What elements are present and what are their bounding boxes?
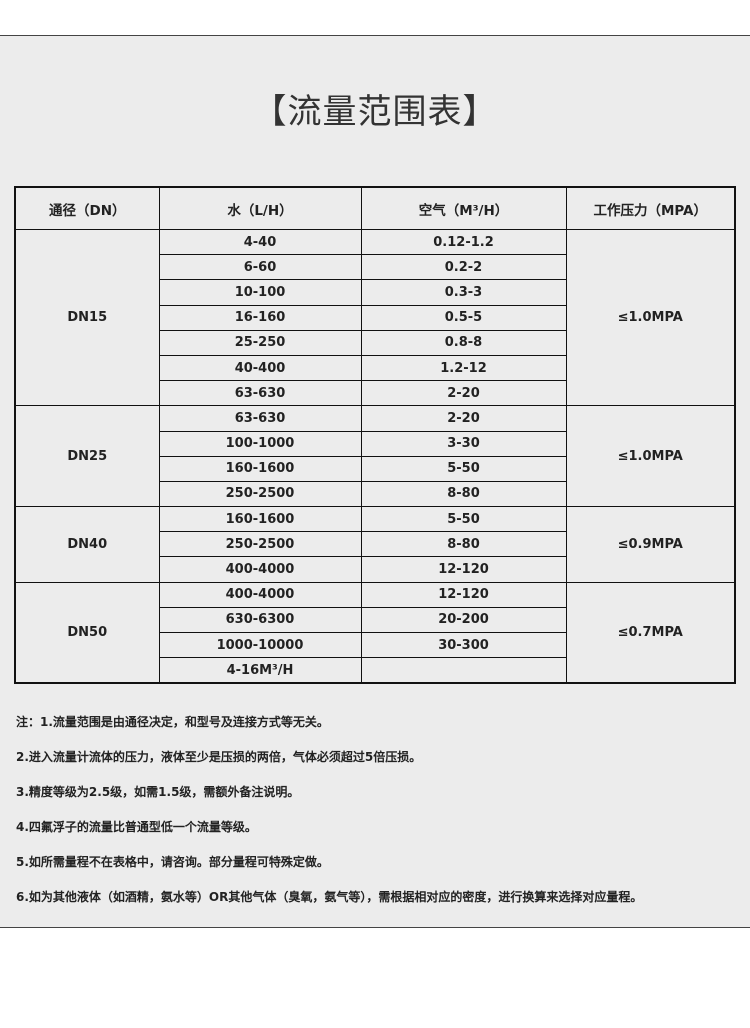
water-cell: 250-2500 — [158, 531, 362, 558]
air-cell: 0.2-2 — [360, 254, 567, 281]
air-cell: 12-120 — [360, 556, 567, 583]
water-cell: 4-40 — [158, 228, 362, 256]
table-header-row: 通径（DN） 水（L/H） 空气（M³/H） 工作压力（MPA） — [14, 186, 736, 230]
air-cell: 8-80 — [360, 480, 567, 508]
water-cell: 1000-10000 — [158, 631, 362, 659]
water-cell: 4-16M³/H — [158, 657, 362, 684]
dn-cell: DN15 — [14, 228, 160, 407]
water-cell: 400-4000 — [158, 556, 362, 583]
water-cell: 160-1600 — [158, 455, 362, 482]
table-row: 4-16M³/H — [15, 657, 735, 684]
air-cell: 12-120 — [360, 581, 567, 608]
water-cell: 250-2500 — [158, 480, 362, 508]
air-cell: 3-30 — [360, 430, 567, 457]
flow-range-table: 通径（DN） 水（L/H） 空气（M³/H） 工作压力（MPA） DN15 4-4… — [14, 186, 736, 685]
table-row: 100-1000 3-30 — [15, 430, 735, 457]
water-cell: 100-1000 — [158, 430, 362, 457]
water-cell: 25-250 — [158, 329, 362, 356]
water-cell: 16-160 — [158, 304, 362, 331]
air-cell: 1.2-12 — [360, 354, 567, 382]
note: 3.精度等级为2.5级，如需1.5级，需额外备注说明。 — [16, 785, 300, 799]
table-row: 16-160 0.5-5 — [15, 304, 735, 331]
water-cell: 400-4000 — [158, 581, 362, 608]
note: 4.四氟浮子的流量比普通型低一个流量等级。 — [16, 820, 257, 834]
table-row: 6-60 0.2-2 — [15, 254, 735, 281]
air-cell: 0.3-3 — [360, 279, 567, 306]
dn-cell: DN25 — [14, 405, 160, 508]
water-cell: 630-6300 — [158, 606, 362, 634]
header-dn: 通径（DN） — [14, 186, 160, 230]
air-cell: 5-50 — [360, 455, 567, 482]
water-cell: 40-400 — [158, 354, 362, 382]
pressure-cell: ≤0.9MPA — [565, 506, 736, 583]
air-cell: 0.12-1.2 — [360, 228, 567, 256]
air-cell: 20-200 — [360, 606, 567, 634]
water-cell: 63-630 — [158, 405, 362, 432]
dn-cell: DN50 — [14, 581, 160, 684]
air-cell: 0.8-8 — [360, 329, 567, 356]
table-row: 160-1600 5-50 — [15, 455, 735, 482]
table-row: DN50 400-4000 12-120 ≤0.7MPA — [14, 581, 736, 684]
page-title: 【流量范围表】 — [252, 92, 498, 132]
table-row: 63-630 2-20 — [15, 380, 735, 407]
note: 2.进入流量计流体的压力，液体至少是压损的两倍，气体必须超过5倍压损。 — [16, 750, 422, 764]
note: 5.如所需量程不在表格中，请咨询。部分量程可特殊定做。 — [16, 855, 329, 869]
table-row: 250-2500 8-80 — [15, 531, 735, 558]
air-cell — [360, 657, 567, 684]
note: 注：1.流量范围是由通径决定，和型号及连接方式等无关。 — [16, 715, 329, 729]
air-cell: 2-20 — [360, 380, 567, 407]
air-cell: 8-80 — [360, 531, 567, 558]
pressure-cell: ≤0.7MPA — [565, 581, 736, 684]
pressure-cell: ≤1.0MPA — [565, 405, 736, 508]
table-row: 630-6300 20-200 — [15, 606, 735, 634]
water-cell: 6-60 — [158, 254, 362, 281]
air-cell: 5-50 — [360, 506, 567, 533]
dn-cell: DN40 — [14, 506, 160, 583]
table-row: 25-250 0.8-8 — [15, 329, 735, 356]
table-row: 1000-10000 30-300 — [15, 631, 735, 659]
water-cell: 10-100 — [158, 279, 362, 306]
water-cell: 160-1600 — [158, 506, 362, 533]
notes: 注：1.流量范围是由通径决定，和型号及连接方式等无关。 2.进入流量计流体的压力… — [16, 713, 642, 923]
table-row: 400-4000 12-120 — [15, 556, 735, 583]
table-row: DN15 4-40 0.12-1.2 ≤1.0MPA — [14, 228, 736, 407]
air-cell: 2-20 — [360, 405, 567, 432]
header-water: 水（L/H） — [158, 186, 362, 230]
header-air: 空气（M³/H） — [360, 186, 567, 230]
air-cell: 30-300 — [360, 631, 567, 659]
table-row: 40-400 1.2-12 — [15, 354, 735, 382]
header-pressure: 工作压力（MPA） — [565, 186, 736, 230]
table-row: DN25 63-630 2-20 ≤1.0MPA — [14, 405, 736, 508]
note: 6.如为其他液体（如酒精，氨水等）OR其他气体（臭氧，氨气等），需根据相对应的密… — [16, 890, 643, 904]
air-cell: 0.5-5 — [360, 304, 567, 331]
water-cell: 63-630 — [158, 380, 362, 407]
pressure-cell: ≤1.0MPA — [565, 228, 736, 407]
table-row: DN40 160-1600 5-50 ≤0.9MPA — [14, 506, 736, 583]
